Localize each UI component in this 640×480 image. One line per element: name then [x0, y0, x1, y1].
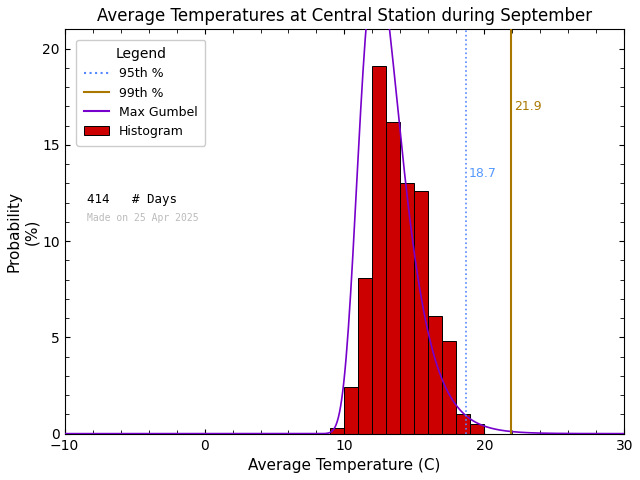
- Text: 21.9: 21.9: [514, 100, 541, 113]
- Bar: [344, 387, 358, 433]
- Bar: [358, 277, 372, 433]
- Title: Average Temperatures at Central Station during September: Average Temperatures at Central Station …: [97, 7, 592, 25]
- Bar: [415, 191, 428, 433]
- Bar: [456, 414, 470, 433]
- X-axis label: Average Temperature (C): Average Temperature (C): [248, 458, 441, 473]
- Bar: [387, 122, 401, 433]
- Bar: [372, 66, 387, 433]
- Bar: [428, 316, 442, 433]
- Text: 18.7: 18.7: [469, 167, 497, 180]
- Text: Made on 25 Apr 2025: Made on 25 Apr 2025: [87, 213, 198, 223]
- Legend: 95th %, 99th %, Max Gumbel, Histogram: 95th %, 99th %, Max Gumbel, Histogram: [76, 39, 205, 145]
- Y-axis label: Probability
(%): Probability (%): [7, 191, 39, 272]
- Text: 414   # Days: 414 # Days: [87, 193, 177, 206]
- Bar: [442, 341, 456, 433]
- Bar: [330, 428, 344, 433]
- Bar: [401, 183, 415, 433]
- Bar: [470, 424, 484, 433]
